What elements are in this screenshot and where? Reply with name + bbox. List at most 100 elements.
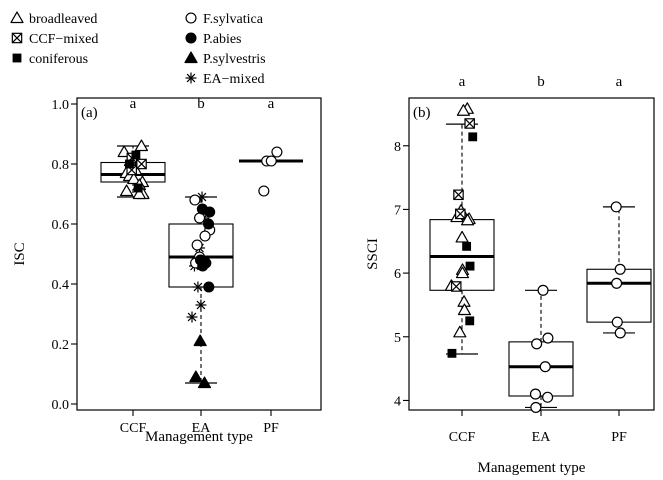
legend-symbol-asterisk	[185, 72, 197, 84]
data-point-circle-open	[542, 391, 554, 403]
data-point-square-filled	[465, 261, 475, 271]
data-point-square-filled	[125, 159, 134, 169]
panel-b: 4 5 6 7 8 SSCI CCF EA PF Management type (b) a b a	[365, 74, 655, 476]
legend-label: F.sylvatica	[203, 12, 264, 27]
legend-item-coniferous: coniferous	[12, 52, 88, 67]
data-point-triangle-open	[120, 184, 134, 197]
group-letter: a	[268, 96, 275, 112]
data-point-triangle-open	[455, 230, 469, 243]
data-point-triangle-open	[455, 266, 470, 279]
data-point-triangle-open	[134, 139, 149, 152]
x-tick-label-ccf: CCF	[449, 430, 476, 445]
data-point-asterisk	[192, 281, 204, 293]
data-point-asterisk	[195, 299, 207, 311]
data-point-circle-filled	[203, 281, 215, 293]
data-point-crossed-square	[453, 189, 464, 201]
y-tick-label: 0.8	[52, 158, 70, 173]
data-point-triangle-open	[456, 104, 470, 116]
data-point-circle-open	[611, 316, 623, 328]
data-point-crossed-square	[455, 208, 466, 220]
x-tick-label-pf: PF	[611, 430, 627, 445]
y-tick-label: 1.0	[52, 98, 70, 113]
data-point-square-filled	[468, 132, 478, 142]
y-axis-title: ISC	[12, 242, 28, 265]
data-point-circle-open	[531, 338, 543, 350]
data-points	[117, 139, 283, 389]
data-point-circle-open	[194, 212, 206, 224]
y-tick-label: 6	[394, 267, 401, 282]
data-point-circle-open	[610, 201, 622, 213]
legend-symbol-triangle-filled	[184, 51, 198, 64]
y-tick-label: 0.6	[52, 218, 70, 233]
data-point-circle-open	[611, 277, 623, 289]
iqr-box	[586, 268, 652, 323]
data-point-triangle-filled	[197, 376, 212, 389]
panel-a: 0.0 0.2 0.4 0.6 0.8 1.0 ISC CCF EA PF Management t…	[12, 96, 322, 445]
x-tick-label-ea: EA	[532, 430, 552, 445]
data-point-triangle-filled	[193, 334, 207, 347]
data-point-circle-open	[258, 185, 270, 197]
legend-item-ccf-mixed: CCF−mixed	[11, 32, 98, 47]
data-point-crossed-square	[450, 281, 462, 292]
data-point-circle-open	[199, 230, 211, 242]
data-point-circle-open	[614, 327, 626, 339]
x-tick-label-ccf: CCF	[120, 421, 147, 436]
x-axis-title: Management type	[145, 429, 253, 445]
x-tick-label-pf: PF	[263, 421, 279, 436]
legend-label: CCF−mixed	[29, 32, 98, 47]
data-point-triangle-open	[453, 325, 467, 338]
y-axis: 4 5 6 7 8	[394, 140, 409, 409]
x-axis: CCF EA PF	[449, 410, 627, 445]
legend-item-p-abies: P.abies	[185, 32, 242, 47]
legend-label: P.sylvestris	[203, 52, 266, 67]
data-point-crossed-square	[464, 118, 475, 129]
iqr-box	[429, 219, 495, 291]
data-point-triangle-filled	[189, 370, 203, 383]
y-tick-label: 5	[394, 331, 401, 346]
y-tick-label: 0.4	[52, 278, 70, 293]
panel-label: (a)	[81, 105, 98, 121]
legend-symbol-crossed-square	[11, 32, 23, 44]
y-tick-label: 7	[394, 203, 401, 218]
data-point-triangle-open	[132, 187, 146, 200]
data-point-triangle-open	[127, 172, 141, 185]
data-point-circle-open	[265, 155, 277, 167]
data-point-circle-open	[189, 194, 201, 206]
data-point-circle-open	[191, 239, 203, 251]
legend-symbol-circle-filled	[185, 32, 197, 44]
plot-frame	[408, 97, 655, 411]
legend-label: broadleaved	[29, 12, 97, 27]
group-letter: a	[459, 74, 466, 90]
group-letter: a	[130, 96, 137, 112]
legend: broadleaved CCF−mixed coniferous F.sylvatic…	[10, 11, 266, 87]
data-point-circle-filled	[197, 260, 209, 272]
group-letter: b	[537, 74, 545, 90]
x-axis-title: Management type	[478, 460, 586, 476]
y-axis: 0.0 0.2 0.4 0.6 0.8 1.0	[52, 98, 77, 413]
data-point-square-filled	[133, 183, 143, 193]
legend-item-ea-mixed: EA−mixed	[185, 72, 265, 87]
data-point-circle-open	[537, 284, 549, 296]
x-axis: CCF EA PF	[120, 410, 279, 436]
data-points	[444, 102, 626, 413]
y-axis-title: SSCI	[365, 238, 381, 270]
y-tick-label: 4	[394, 394, 401, 409]
legend-label: EA−mixed	[203, 72, 265, 87]
group-letter: b	[197, 96, 205, 112]
y-tick-label: 8	[394, 140, 401, 155]
x-tick-label-ea: EA	[192, 421, 212, 436]
box-ea	[508, 289, 574, 409]
data-point-asterisk	[186, 311, 198, 323]
data-point-square-filled	[462, 241, 472, 251]
legend-item-p-sylvestris: P.sylvestris	[184, 51, 266, 67]
data-point-circle-open	[542, 332, 554, 344]
data-point-circle-open	[614, 263, 626, 275]
y-tick-label: 0.0	[52, 398, 70, 413]
data-point-circle-open	[530, 401, 542, 413]
data-point-circle-open	[539, 361, 551, 373]
legend-label: coniferous	[29, 52, 88, 67]
y-tick-label: 0.2	[52, 338, 70, 353]
data-point-square-filled	[465, 316, 475, 326]
legend-symbol-triangle-open	[10, 11, 24, 24]
